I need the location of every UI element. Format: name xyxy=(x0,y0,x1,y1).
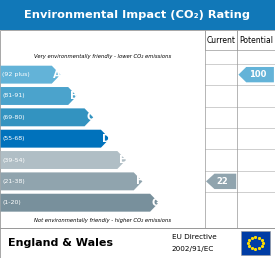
FancyBboxPatch shape xyxy=(241,231,270,255)
Text: EU Directive: EU Directive xyxy=(172,234,217,240)
Polygon shape xyxy=(1,87,77,105)
Text: Environmental Impact (CO₂) Rating: Environmental Impact (CO₂) Rating xyxy=(24,10,251,20)
Text: 22: 22 xyxy=(217,177,228,186)
Polygon shape xyxy=(1,172,142,190)
Polygon shape xyxy=(1,130,110,148)
Polygon shape xyxy=(1,151,126,169)
FancyBboxPatch shape xyxy=(237,30,275,50)
Polygon shape xyxy=(1,194,159,212)
Text: E: E xyxy=(119,155,126,165)
Text: Current: Current xyxy=(207,36,236,45)
Text: (39-54): (39-54) xyxy=(2,158,25,163)
FancyBboxPatch shape xyxy=(205,30,237,50)
Text: (69-80): (69-80) xyxy=(2,115,25,120)
Text: (81-91): (81-91) xyxy=(2,93,25,99)
Text: (55-68): (55-68) xyxy=(2,136,25,141)
Text: G: G xyxy=(152,198,160,208)
Polygon shape xyxy=(238,67,274,82)
Polygon shape xyxy=(206,174,236,189)
FancyBboxPatch shape xyxy=(0,228,275,258)
FancyBboxPatch shape xyxy=(0,0,275,30)
Text: (92 plus): (92 plus) xyxy=(2,72,30,77)
Text: England & Wales: England & Wales xyxy=(8,238,113,248)
Text: (1-20): (1-20) xyxy=(2,200,21,205)
FancyBboxPatch shape xyxy=(0,30,275,228)
Text: D: D xyxy=(102,134,111,144)
Text: Very environmentally friendly - lower CO₂ emissions: Very environmentally friendly - lower CO… xyxy=(34,54,171,59)
Text: Not environmentally friendly - higher CO₂ emissions: Not environmentally friendly - higher CO… xyxy=(34,218,171,223)
Text: C: C xyxy=(86,112,94,122)
Text: Potential: Potential xyxy=(239,36,273,45)
Text: 100: 100 xyxy=(249,70,266,79)
Text: (21-38): (21-38) xyxy=(2,179,25,184)
Polygon shape xyxy=(1,108,93,126)
Text: 2002/91/EC: 2002/91/EC xyxy=(172,246,214,252)
Text: F: F xyxy=(136,176,143,186)
Polygon shape xyxy=(1,66,60,84)
Text: A: A xyxy=(53,70,61,80)
Text: B: B xyxy=(70,91,78,101)
